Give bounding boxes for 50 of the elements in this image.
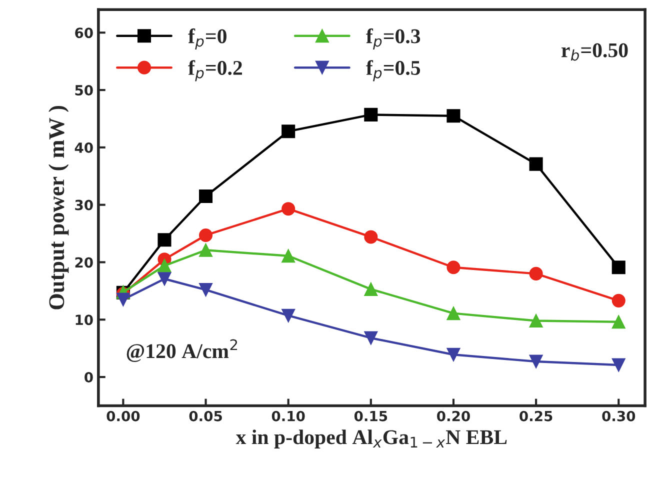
point — [446, 260, 460, 274]
point — [282, 249, 296, 263]
point — [158, 272, 172, 286]
point — [198, 283, 213, 297]
point — [282, 124, 296, 138]
point — [364, 108, 378, 122]
legend-label: f$_{p}$=0.2 — [188, 60, 242, 82]
x-tick-label: 0.05 — [189, 410, 222, 422]
point — [529, 266, 543, 280]
point — [158, 233, 172, 247]
point — [529, 354, 543, 368]
annotation: r$_{b}$=0.50 — [562, 43, 628, 61]
point — [612, 260, 626, 274]
point — [364, 282, 378, 296]
x-tick-label: 0.00 — [106, 410, 140, 422]
y-tick-label: 20 — [75, 257, 93, 268]
point — [612, 315, 626, 329]
y-tick-label: 60 — [75, 28, 93, 38]
x-tick-label: 0.30 — [602, 410, 636, 422]
x-tick-label: 0.20 — [437, 410, 470, 422]
y-tick-label: 30 — [75, 200, 93, 210]
point — [282, 308, 296, 322]
legend-label: f$_{p}$=0 — [188, 28, 226, 50]
point — [446, 109, 460, 123]
point — [612, 358, 626, 372]
legend-label: f$_{p}$=0.5 — [366, 60, 420, 82]
point — [198, 243, 213, 257]
annotation: @120 A/cm$^{2}$ — [126, 339, 238, 362]
x-tick-label: 0.25 — [520, 410, 552, 422]
y-tick-label: 10 — [76, 314, 93, 326]
point — [158, 258, 172, 272]
point — [612, 294, 626, 308]
y-axis-title: Output power ( mW ) — [48, 106, 69, 310]
point — [198, 189, 213, 203]
point — [446, 348, 460, 362]
y-tick-label: 50 — [75, 84, 93, 96]
x-tick-label: 0.15 — [354, 410, 388, 422]
point — [364, 230, 378, 244]
x-axis-title: x in p-doped Al$_{x}$Ga$_{1−x}$N EBL — [236, 430, 507, 448]
legend-label: f$_{p}$=0.3 — [366, 28, 420, 50]
point — [282, 202, 296, 216]
point — [116, 292, 130, 306]
point — [446, 306, 460, 320]
point — [529, 314, 543, 328]
point — [198, 228, 213, 242]
y-tick-label: 40 — [74, 142, 93, 153]
x-tick-label: 0.10 — [272, 410, 305, 422]
point — [364, 331, 378, 345]
y-tick-label: 0 — [84, 372, 93, 382]
point — [529, 157, 543, 171]
